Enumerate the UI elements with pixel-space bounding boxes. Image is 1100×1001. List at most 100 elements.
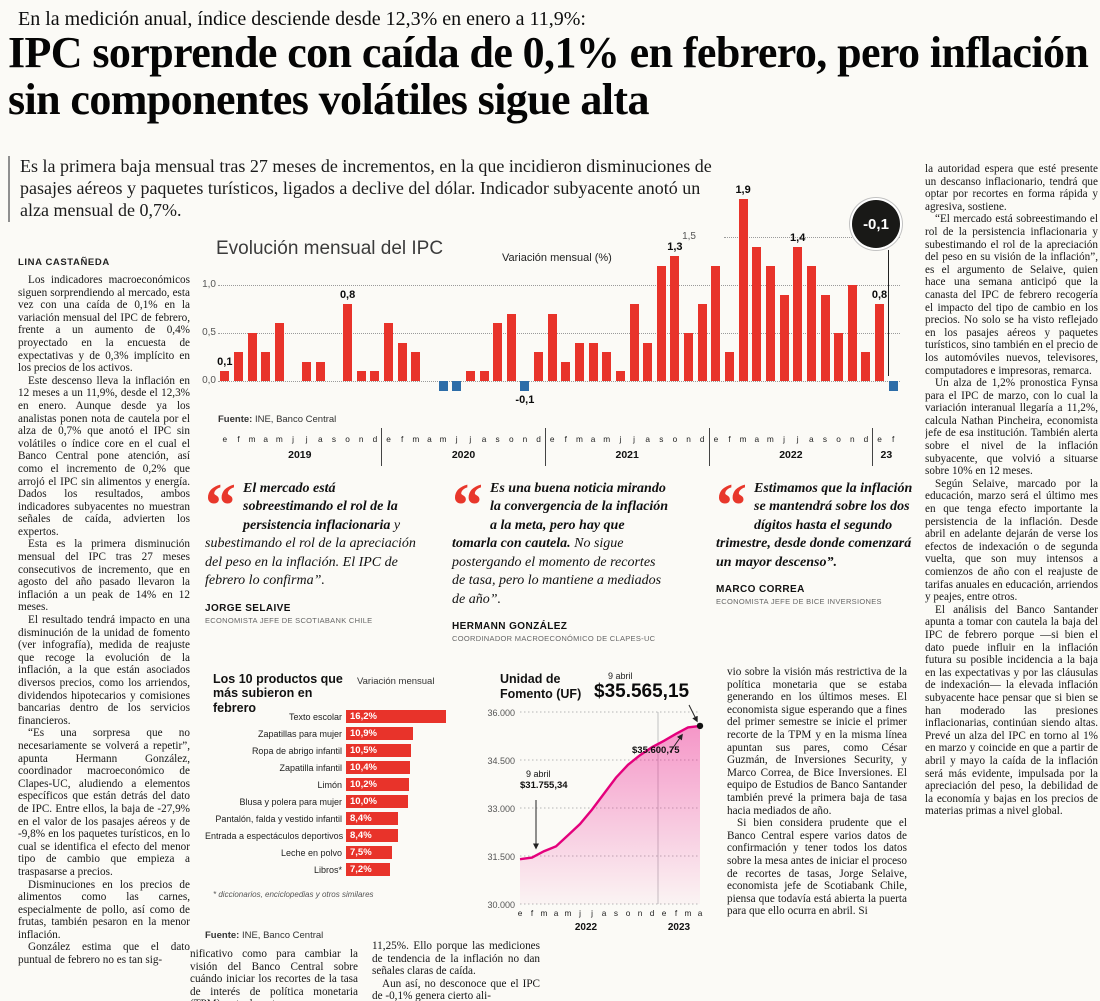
ipc-month-label: f (564, 434, 567, 444)
product-label: Limón (317, 779, 342, 790)
uf-y-tick: 34.500 (487, 756, 515, 766)
product-label: Pantalón, falda y vestido infantil (215, 813, 342, 824)
ipc-month-label: o (836, 434, 841, 444)
chart-source: Fuente: INE, Banco Central (205, 930, 323, 941)
y-tick-1-5: 1,5 (682, 231, 696, 242)
pull-quote-correa: “ Estimamos que la inflación se mantendr… (716, 475, 914, 606)
ipc-month-label: m (412, 434, 420, 444)
ipc-bar-label: 0,8 (871, 289, 888, 302)
uf-month-label: n (637, 908, 643, 918)
uf-year-label: 2022 (574, 922, 598, 933)
uf-latest-value: $35.565,15 (594, 681, 690, 702)
paragraph: Según Selaive, marcado por la educación,… (925, 477, 1098, 604)
uf-annotation-date: 9 abril (526, 769, 551, 779)
product-row: Ropa de abrigo infantil 10,5% (205, 744, 463, 757)
ipc-month-label: j (783, 434, 786, 444)
product-bar: 10,5% (346, 744, 411, 757)
quote-author: JORGE SELAIVE (205, 602, 291, 614)
uf-month-label: f (674, 908, 678, 918)
uf-end-dot (696, 722, 704, 730)
y-tick-1-0: 1,0 (202, 279, 216, 290)
product-row: Texto escolar 16,2% (205, 710, 463, 723)
paragraph: 11,25%. Ello porque las mediciones de te… (372, 940, 540, 978)
ipc-month-label: n (686, 434, 691, 444)
ipc-year-label: 2022 (779, 449, 803, 461)
ipc-bar (356, 371, 366, 381)
ipc-month-label: s (331, 434, 336, 444)
uf-line-chart: Unidad de Fomento (UF) 9 abril $35.565,1… (482, 666, 718, 966)
ipc-bar (547, 313, 557, 381)
quote-bold: El mercado está sobreestimando el rol de… (243, 481, 398, 533)
chart-title-line1: Unidad de (500, 672, 561, 686)
ipc-bar (711, 265, 721, 381)
ipc-month-label: a (427, 434, 432, 444)
ipc-month-label: a (481, 434, 487, 444)
ipc-bar (875, 304, 884, 381)
product-row: Libros* 7,2% (205, 863, 463, 876)
quote-icon: “ (452, 472, 483, 540)
uf-month-label: f (530, 908, 534, 918)
ipc-month-label: f (400, 434, 404, 444)
uf-month-label: m (684, 908, 692, 918)
product-row: Blusa y polera para mujer 10,0% (205, 795, 463, 808)
products-bar-chart: Los 10 productos que más subieron en feb… (205, 666, 463, 966)
ipc-month-label: e (713, 434, 719, 444)
ipc-bar-label: 0,8 (339, 289, 356, 302)
badge-pointer-line (888, 250, 889, 376)
gridline (218, 285, 900, 286)
quote-author: HERMANN GONZÁLEZ (452, 621, 568, 633)
ipc-bar (234, 352, 243, 381)
gridline-baseline (218, 381, 900, 382)
ipc-month-label: n (522, 434, 528, 444)
ipc-bar (397, 342, 407, 381)
product-value: 10,5% (350, 745, 377, 756)
ipc-bar (656, 265, 666, 381)
product-bar: 10,4% (346, 761, 411, 774)
ipc-month-label: s (659, 434, 664, 444)
year-separator (544, 428, 546, 466)
paragraph: Esta es la primera disminución mensual d… (18, 538, 190, 614)
ipc-month-label: j (619, 434, 622, 444)
uf-month-label: a (553, 908, 559, 918)
ipc-month-label: a (808, 434, 814, 444)
ipc-bar (247, 333, 257, 381)
uf-month-label: j (591, 908, 593, 918)
product-row: Zapatillas para mujer 10,9% (205, 727, 463, 740)
product-row: Zapatilla infantil 10,4% (205, 761, 463, 774)
ipc-bar (534, 352, 543, 381)
product-row: Entrada a espectáculos deportivos 8,4% (205, 829, 463, 842)
y-tick-0-0: 0,0 (202, 375, 216, 386)
uf-annotation-peak-value: $35.600,75 (632, 745, 680, 756)
ipc-year-label: 23 (880, 449, 893, 461)
ipc-month-label: f (728, 434, 731, 444)
chart-unit-label: Variación mensual (357, 676, 435, 687)
ipc-bar (506, 313, 516, 381)
ipc-bar (684, 333, 694, 381)
paragraph: Los indicadores macroeconómicos siguen s… (18, 274, 190, 375)
quote-rest: y subestimando el rol de la apreciación … (205, 517, 416, 589)
ipc-bar (820, 294, 830, 381)
year-separator (381, 428, 383, 466)
ipc-bar (779, 294, 789, 381)
ipc-bar (520, 381, 530, 391)
product-label: Entrada a espectáculos deportivos (205, 830, 344, 841)
quote-icon: “ (205, 472, 236, 540)
uf-latest-date: 9 abril (608, 671, 633, 681)
quote-bold: Estimamos que la inflación se mantendrá … (716, 481, 913, 570)
ipc-year-label: 2021 (615, 449, 639, 461)
product-value: 10,0% (350, 796, 377, 807)
quote-author-title: ECONOMISTA JEFE DE SCOTIABANK CHILE (205, 615, 373, 625)
quote-rest: No sigue postergando el momento de recor… (452, 536, 662, 607)
kicker: En la medición anual, índice desciende d… (18, 8, 586, 30)
ipc-month-label: e (386, 434, 391, 444)
product-value: 8,4% (350, 830, 372, 841)
uf-month-label: a (697, 908, 703, 918)
paragraph: Un alza de 1,2% pronostica Fynsa para el… (925, 377, 1098, 478)
source-label: Fuente: (205, 930, 240, 941)
product-label: Libros* (313, 864, 342, 875)
ipc-bar (465, 371, 475, 381)
article-left-column: Los indicadores macroeconómicos siguen s… (18, 274, 190, 1001)
paragraph: El resultado tendrá impacto en una dismi… (18, 614, 190, 727)
ipc-bar (834, 333, 844, 381)
